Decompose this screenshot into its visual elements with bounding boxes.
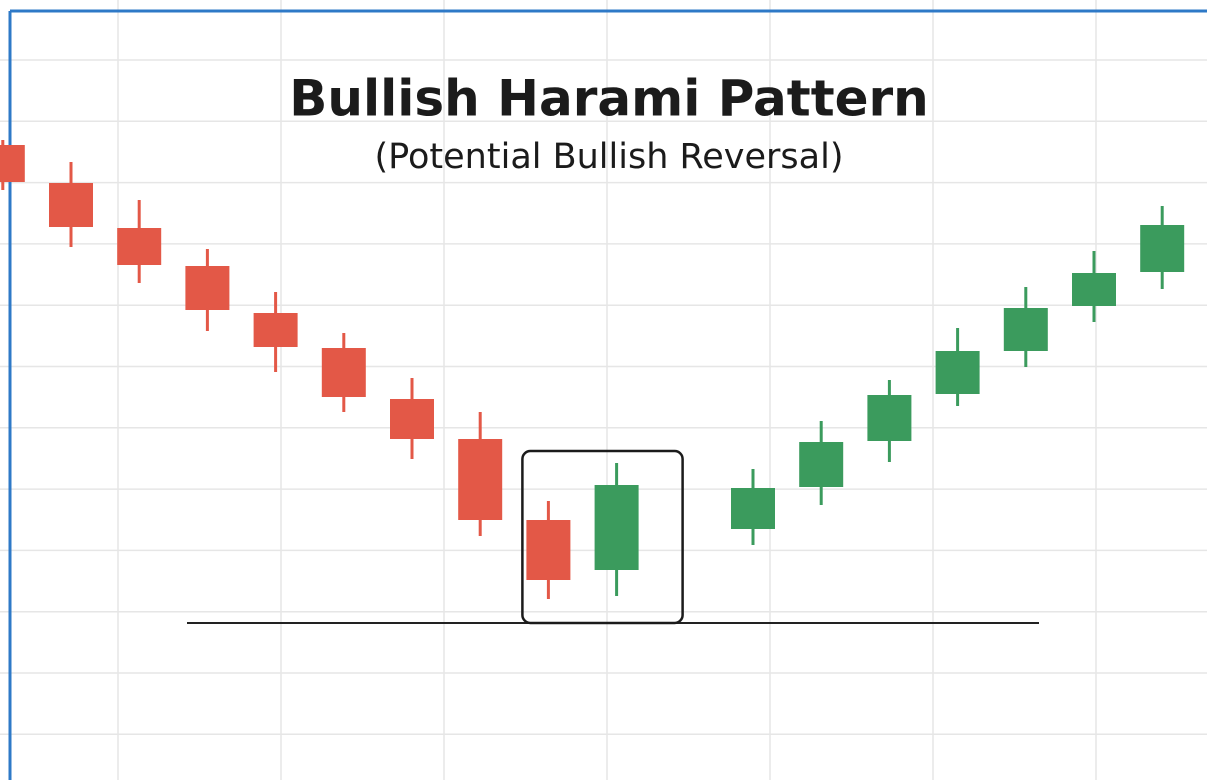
chart-title: Bullish Harami Pattern (289, 70, 929, 128)
candle-body (321, 348, 366, 397)
candle-body (594, 485, 639, 570)
candle-body (526, 520, 571, 580)
candle-body (0, 145, 25, 182)
chart-subtitle: (Potential Bullish Reversal) (375, 137, 844, 177)
candle-body (117, 228, 162, 265)
candle-body (1072, 273, 1116, 306)
candle-body (49, 183, 93, 227)
candle-body (458, 439, 503, 520)
candle-body (1140, 225, 1185, 272)
candle-body (390, 399, 434, 439)
candle-body (253, 313, 298, 347)
candle-body (1003, 308, 1048, 351)
candle-body (185, 266, 230, 310)
candle-body (935, 351, 980, 394)
candle-body (731, 488, 775, 529)
pattern-highlight (521, 449, 684, 625)
candle-body (867, 395, 912, 441)
candle-body (799, 442, 844, 487)
